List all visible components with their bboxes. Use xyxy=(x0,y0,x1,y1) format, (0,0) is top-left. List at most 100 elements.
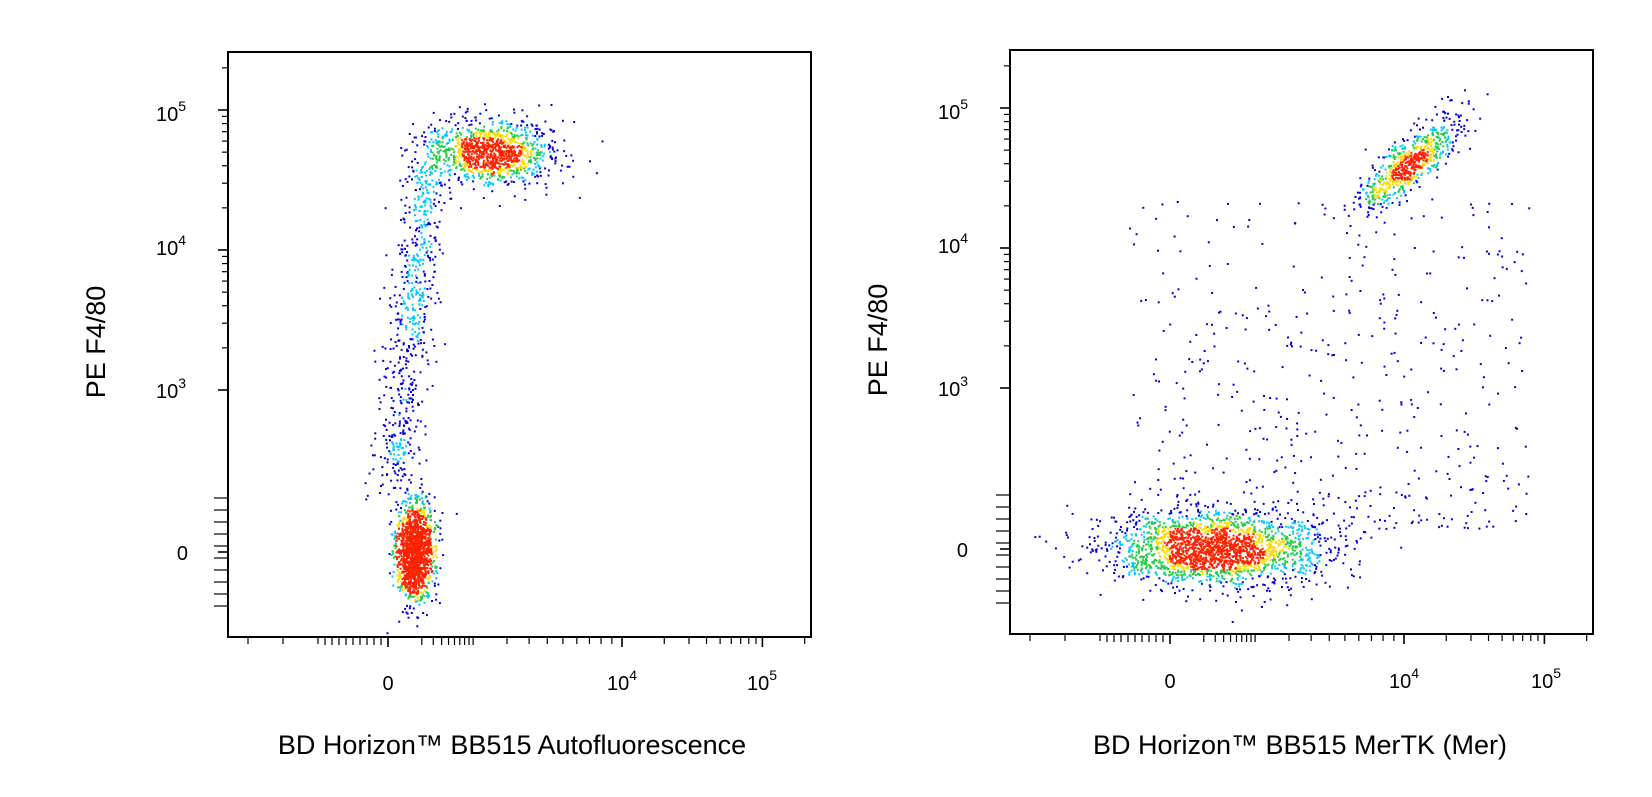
data-point xyxy=(409,536,412,539)
data-point xyxy=(1147,531,1150,534)
data-point xyxy=(474,144,477,147)
data-point xyxy=(1163,571,1166,574)
data-point xyxy=(430,150,432,153)
data-point xyxy=(1425,497,1428,500)
data-point xyxy=(423,601,426,604)
data-point xyxy=(1236,518,1239,521)
data-point xyxy=(1271,559,1274,561)
data-point xyxy=(404,594,407,597)
data-point xyxy=(1128,571,1131,574)
data-point xyxy=(1273,581,1276,584)
data-point xyxy=(1434,154,1437,157)
data-point xyxy=(420,544,423,547)
data-point xyxy=(1471,206,1474,209)
data-point xyxy=(460,156,463,159)
data-point xyxy=(408,607,411,610)
data-point xyxy=(1447,137,1450,140)
data-point xyxy=(520,134,523,137)
data-point xyxy=(418,261,420,264)
data-point xyxy=(1268,521,1271,524)
data-point xyxy=(424,213,427,216)
data-point xyxy=(401,387,403,390)
data-point xyxy=(409,577,412,580)
data-point xyxy=(440,144,443,147)
data-point xyxy=(1279,558,1282,560)
data-point xyxy=(429,509,432,512)
data-point xyxy=(438,243,441,246)
data-point xyxy=(1346,544,1349,547)
data-point xyxy=(385,376,388,379)
data-point xyxy=(1121,543,1124,546)
data-point xyxy=(1355,416,1358,419)
data-point xyxy=(1515,505,1518,508)
data-point xyxy=(1098,559,1101,562)
data-point xyxy=(1178,511,1181,514)
data-point xyxy=(1267,587,1270,590)
data-point xyxy=(1450,494,1453,497)
data-point xyxy=(404,540,407,543)
data-point xyxy=(445,120,448,122)
data-point xyxy=(471,159,474,162)
data-point xyxy=(1203,350,1206,352)
data-point xyxy=(507,126,510,129)
data-point xyxy=(1359,576,1362,579)
data-point xyxy=(508,146,511,149)
data-point xyxy=(400,533,403,536)
data-point xyxy=(416,333,419,336)
data-point xyxy=(1457,114,1460,117)
data-point xyxy=(1269,572,1272,575)
data-point xyxy=(501,157,504,160)
data-point xyxy=(1379,519,1381,521)
data-point xyxy=(1266,527,1269,530)
data-point xyxy=(1113,516,1116,519)
data-point xyxy=(1200,582,1203,585)
data-point xyxy=(1289,543,1292,546)
data-point xyxy=(405,328,408,331)
data-point xyxy=(419,308,422,310)
data-point xyxy=(521,161,524,163)
data-point xyxy=(431,131,434,134)
data-point xyxy=(417,402,419,405)
data-point xyxy=(515,126,518,129)
data-point xyxy=(1258,515,1261,518)
data-point xyxy=(473,167,476,169)
data-point xyxy=(424,241,426,244)
data-point xyxy=(392,556,395,559)
data-point xyxy=(438,220,441,223)
data-point xyxy=(407,509,410,512)
data-point xyxy=(1368,177,1371,180)
data-point xyxy=(1293,520,1296,523)
data-point xyxy=(425,586,428,588)
data-point xyxy=(1191,361,1194,363)
data-point xyxy=(1363,495,1366,498)
data-point xyxy=(498,145,501,148)
data-point xyxy=(421,400,424,403)
data-point xyxy=(416,525,419,528)
data-point xyxy=(388,434,391,437)
data-point xyxy=(501,177,504,180)
data-point xyxy=(441,127,444,130)
data-point xyxy=(1383,327,1386,330)
data-point xyxy=(1469,147,1471,150)
data-point xyxy=(1298,524,1301,527)
data-point xyxy=(1296,435,1299,437)
data-point xyxy=(499,159,501,162)
data-point xyxy=(408,345,410,347)
data-point xyxy=(421,579,424,582)
data-point xyxy=(434,183,437,186)
data-point xyxy=(445,154,448,157)
data-point xyxy=(1155,379,1158,382)
data-point xyxy=(448,157,451,159)
data-point xyxy=(1366,184,1369,187)
data-point xyxy=(462,163,465,166)
data-point xyxy=(1398,203,1401,206)
data-point xyxy=(1286,537,1289,540)
data-point xyxy=(524,198,527,201)
data-point xyxy=(392,445,395,448)
data-point xyxy=(406,553,409,556)
data-point xyxy=(1131,562,1134,565)
data-point xyxy=(535,131,538,134)
data-point xyxy=(430,251,433,254)
data-point xyxy=(1299,345,1302,348)
data-point xyxy=(441,252,444,255)
